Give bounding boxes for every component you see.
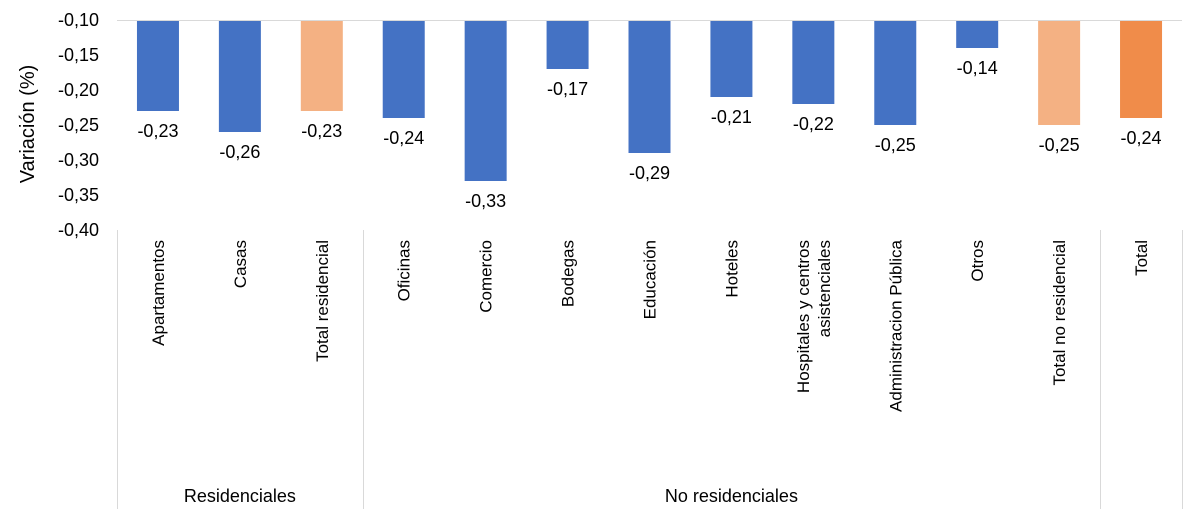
bar [136, 20, 179, 111]
bar [1120, 20, 1163, 118]
bar [874, 20, 917, 125]
category-label: Total [1132, 240, 1151, 276]
category-label: Bodegas [559, 240, 578, 307]
bars [136, 20, 1163, 181]
bar [1038, 20, 1081, 125]
data-label: -0,25 [1039, 135, 1080, 155]
data-label: -0,23 [137, 121, 178, 141]
y-tick-label: -0,20 [58, 80, 99, 100]
bar [710, 20, 753, 97]
data-label: -0,26 [219, 142, 260, 162]
y-tick-label: -0,35 [58, 185, 99, 205]
bar [464, 20, 507, 181]
category-label: Educación [641, 240, 660, 319]
bar [546, 20, 589, 69]
data-label: -0,17 [547, 79, 588, 99]
data-label: -0,22 [793, 114, 834, 134]
y-axis-title: Variación (%) [17, 65, 39, 184]
data-label: -0,24 [383, 128, 424, 148]
data-label: -0,23 [301, 121, 342, 141]
bar [792, 20, 835, 104]
data-label: -0,33 [465, 191, 506, 211]
category-label: Otros [968, 240, 987, 282]
category-label: Total residencial [313, 240, 332, 362]
bar [628, 20, 671, 153]
category-label: Oficinas [395, 240, 414, 301]
category-labels: Apartamentos Casas Total residencial Oficin… [149, 239, 1151, 412]
data-label: -0,24 [1121, 128, 1162, 148]
data-label: -0,14 [957, 58, 998, 78]
y-tick-label: -0,40 [58, 220, 99, 240]
category-label: Hospitales y centros asistenciales [794, 240, 834, 393]
category-label: Casas [231, 240, 250, 288]
category-label: Hoteles [722, 240, 741, 298]
bar [218, 20, 261, 132]
y-tick-label: -0,15 [58, 45, 99, 65]
y-axis-ticks: -0,10 -0,15 -0,20 -0,25 -0,30 -0,35 -0,40 [58, 10, 99, 240]
data-label: -0,21 [711, 107, 752, 127]
group-labels: Residenciales No residenciales [117, 230, 1183, 509]
data-labels: -0,23 -0,26 -0,23 -0,24 -0,33 -0,17 -0,29 -0,21… [137, 58, 1161, 211]
category-label: Total no residencial [1050, 240, 1069, 386]
group-label: No residenciales [665, 486, 798, 506]
group-label: Residenciales [184, 486, 296, 506]
bar [956, 20, 999, 48]
data-label: -0,29 [629, 163, 670, 183]
category-label: Comercio [477, 240, 496, 313]
y-tick-label: -0,25 [58, 115, 99, 135]
category-label: Apartamentos [149, 240, 168, 346]
category-label: Administracion Pública [886, 239, 905, 412]
y-tick-label: -0,30 [58, 150, 99, 170]
data-label: -0,25 [875, 135, 916, 155]
bar [300, 20, 343, 111]
bar [382, 20, 425, 118]
y-tick-label: -0,10 [58, 10, 99, 30]
